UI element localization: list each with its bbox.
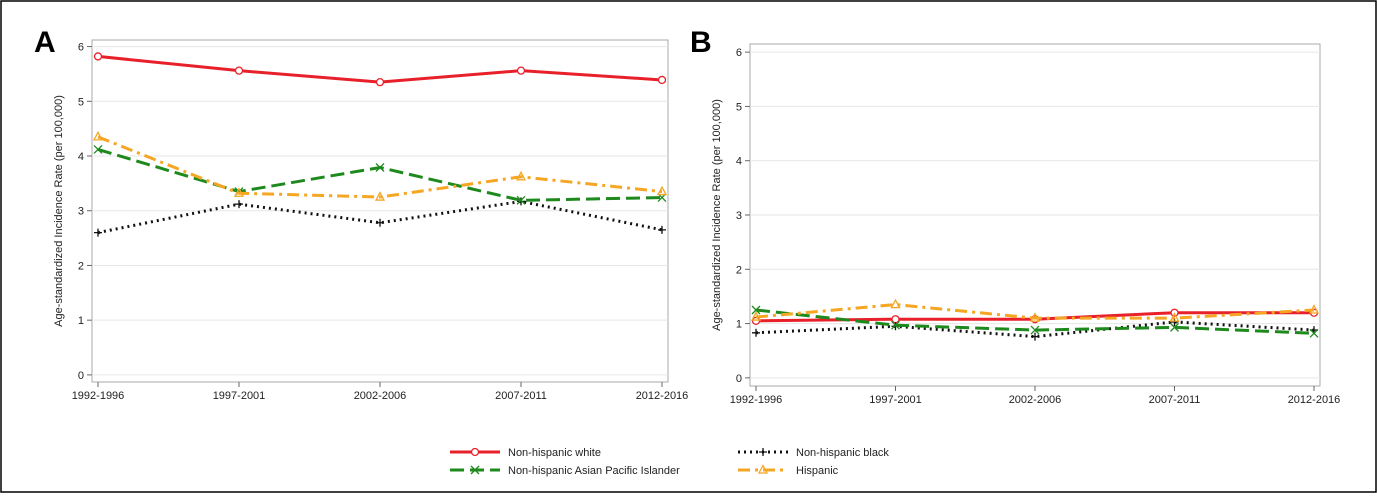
y-tick-label: 6 bbox=[78, 42, 84, 54]
y-tick-label: 5 bbox=[736, 101, 742, 113]
y-axis-label: Age-standardized Incidence Rate (per 100… bbox=[711, 99, 723, 331]
y-tick-label: 2 bbox=[736, 264, 742, 276]
marker bbox=[750, 311, 762, 321]
legend-label: Hispanic bbox=[796, 465, 839, 477]
marker bbox=[376, 218, 384, 227]
marker bbox=[1031, 332, 1039, 341]
marker bbox=[752, 328, 760, 337]
marker bbox=[517, 197, 525, 206]
marker bbox=[751, 305, 761, 315]
legend-label: Non-hispanic black bbox=[796, 447, 889, 459]
series-line bbox=[97, 135, 663, 199]
marker bbox=[657, 75, 667, 85]
marker bbox=[1309, 328, 1319, 338]
x-tick-label: 2007-2011 bbox=[495, 390, 547, 402]
y-tick-label: 5 bbox=[78, 96, 84, 108]
legend-label: Non-hispanic Asian Pacific Islander bbox=[508, 465, 680, 477]
y-tick-label: 4 bbox=[78, 151, 84, 163]
marker bbox=[656, 185, 668, 196]
y-tick-label: 4 bbox=[736, 156, 742, 168]
marker bbox=[234, 66, 244, 75]
marker bbox=[751, 316, 761, 326]
marker bbox=[891, 315, 900, 324]
marker bbox=[1030, 325, 1040, 335]
marker bbox=[94, 228, 102, 237]
marker bbox=[235, 200, 243, 209]
x-tick-label: 1997-2001 bbox=[869, 394, 922, 406]
series-line bbox=[755, 308, 1315, 335]
marker bbox=[890, 298, 901, 309]
x-tick-label: 1992-1996 bbox=[72, 390, 125, 402]
marker bbox=[516, 66, 526, 75]
y-tick-label: 1 bbox=[736, 319, 742, 331]
y-tick-label: 0 bbox=[736, 373, 742, 385]
x-tick-label: 2007-2011 bbox=[1149, 394, 1201, 406]
marker bbox=[93, 144, 103, 154]
x-tick-label: 2012-2016 bbox=[1288, 394, 1341, 406]
marker bbox=[1169, 312, 1180, 322]
y-tick-label: 6 bbox=[736, 47, 742, 59]
x-tick-label: 2002-2006 bbox=[1009, 394, 1062, 406]
y-tick-label: 1 bbox=[78, 315, 84, 327]
marker bbox=[92, 130, 104, 141]
marker bbox=[1029, 312, 1041, 322]
marker bbox=[374, 191, 386, 201]
y-tick-label: 3 bbox=[78, 206, 84, 218]
x-tick-label: 1997-2001 bbox=[213, 390, 266, 402]
marker bbox=[891, 320, 900, 330]
x-tick-label: 2012-2016 bbox=[636, 390, 689, 402]
marker bbox=[233, 187, 245, 197]
x-tick-label: 2002-2006 bbox=[354, 390, 407, 402]
panel-label: A bbox=[34, 26, 56, 59]
series-line bbox=[755, 303, 1315, 320]
legend-marker bbox=[759, 448, 767, 456]
panel-label: B bbox=[690, 26, 712, 59]
marker bbox=[93, 52, 103, 61]
y-tick-label: 2 bbox=[78, 260, 84, 272]
marker bbox=[515, 170, 527, 181]
y-tick-label: 0 bbox=[78, 370, 84, 382]
marker bbox=[1170, 322, 1179, 332]
legend-marker bbox=[470, 465, 480, 475]
legend-marker bbox=[757, 464, 769, 474]
marker bbox=[516, 195, 526, 205]
marker bbox=[375, 77, 385, 87]
marker bbox=[658, 225, 666, 234]
marker bbox=[375, 163, 385, 172]
legend-marker bbox=[470, 447, 480, 457]
legend-label: Non-hispanic white bbox=[508, 447, 601, 459]
x-tick-label: 1992-1996 bbox=[730, 394, 783, 406]
y-tick-label: 3 bbox=[736, 210, 742, 222]
marker bbox=[1308, 304, 1320, 314]
y-axis-label: Age-standardized Incidence Rate (per 100… bbox=[53, 95, 65, 327]
